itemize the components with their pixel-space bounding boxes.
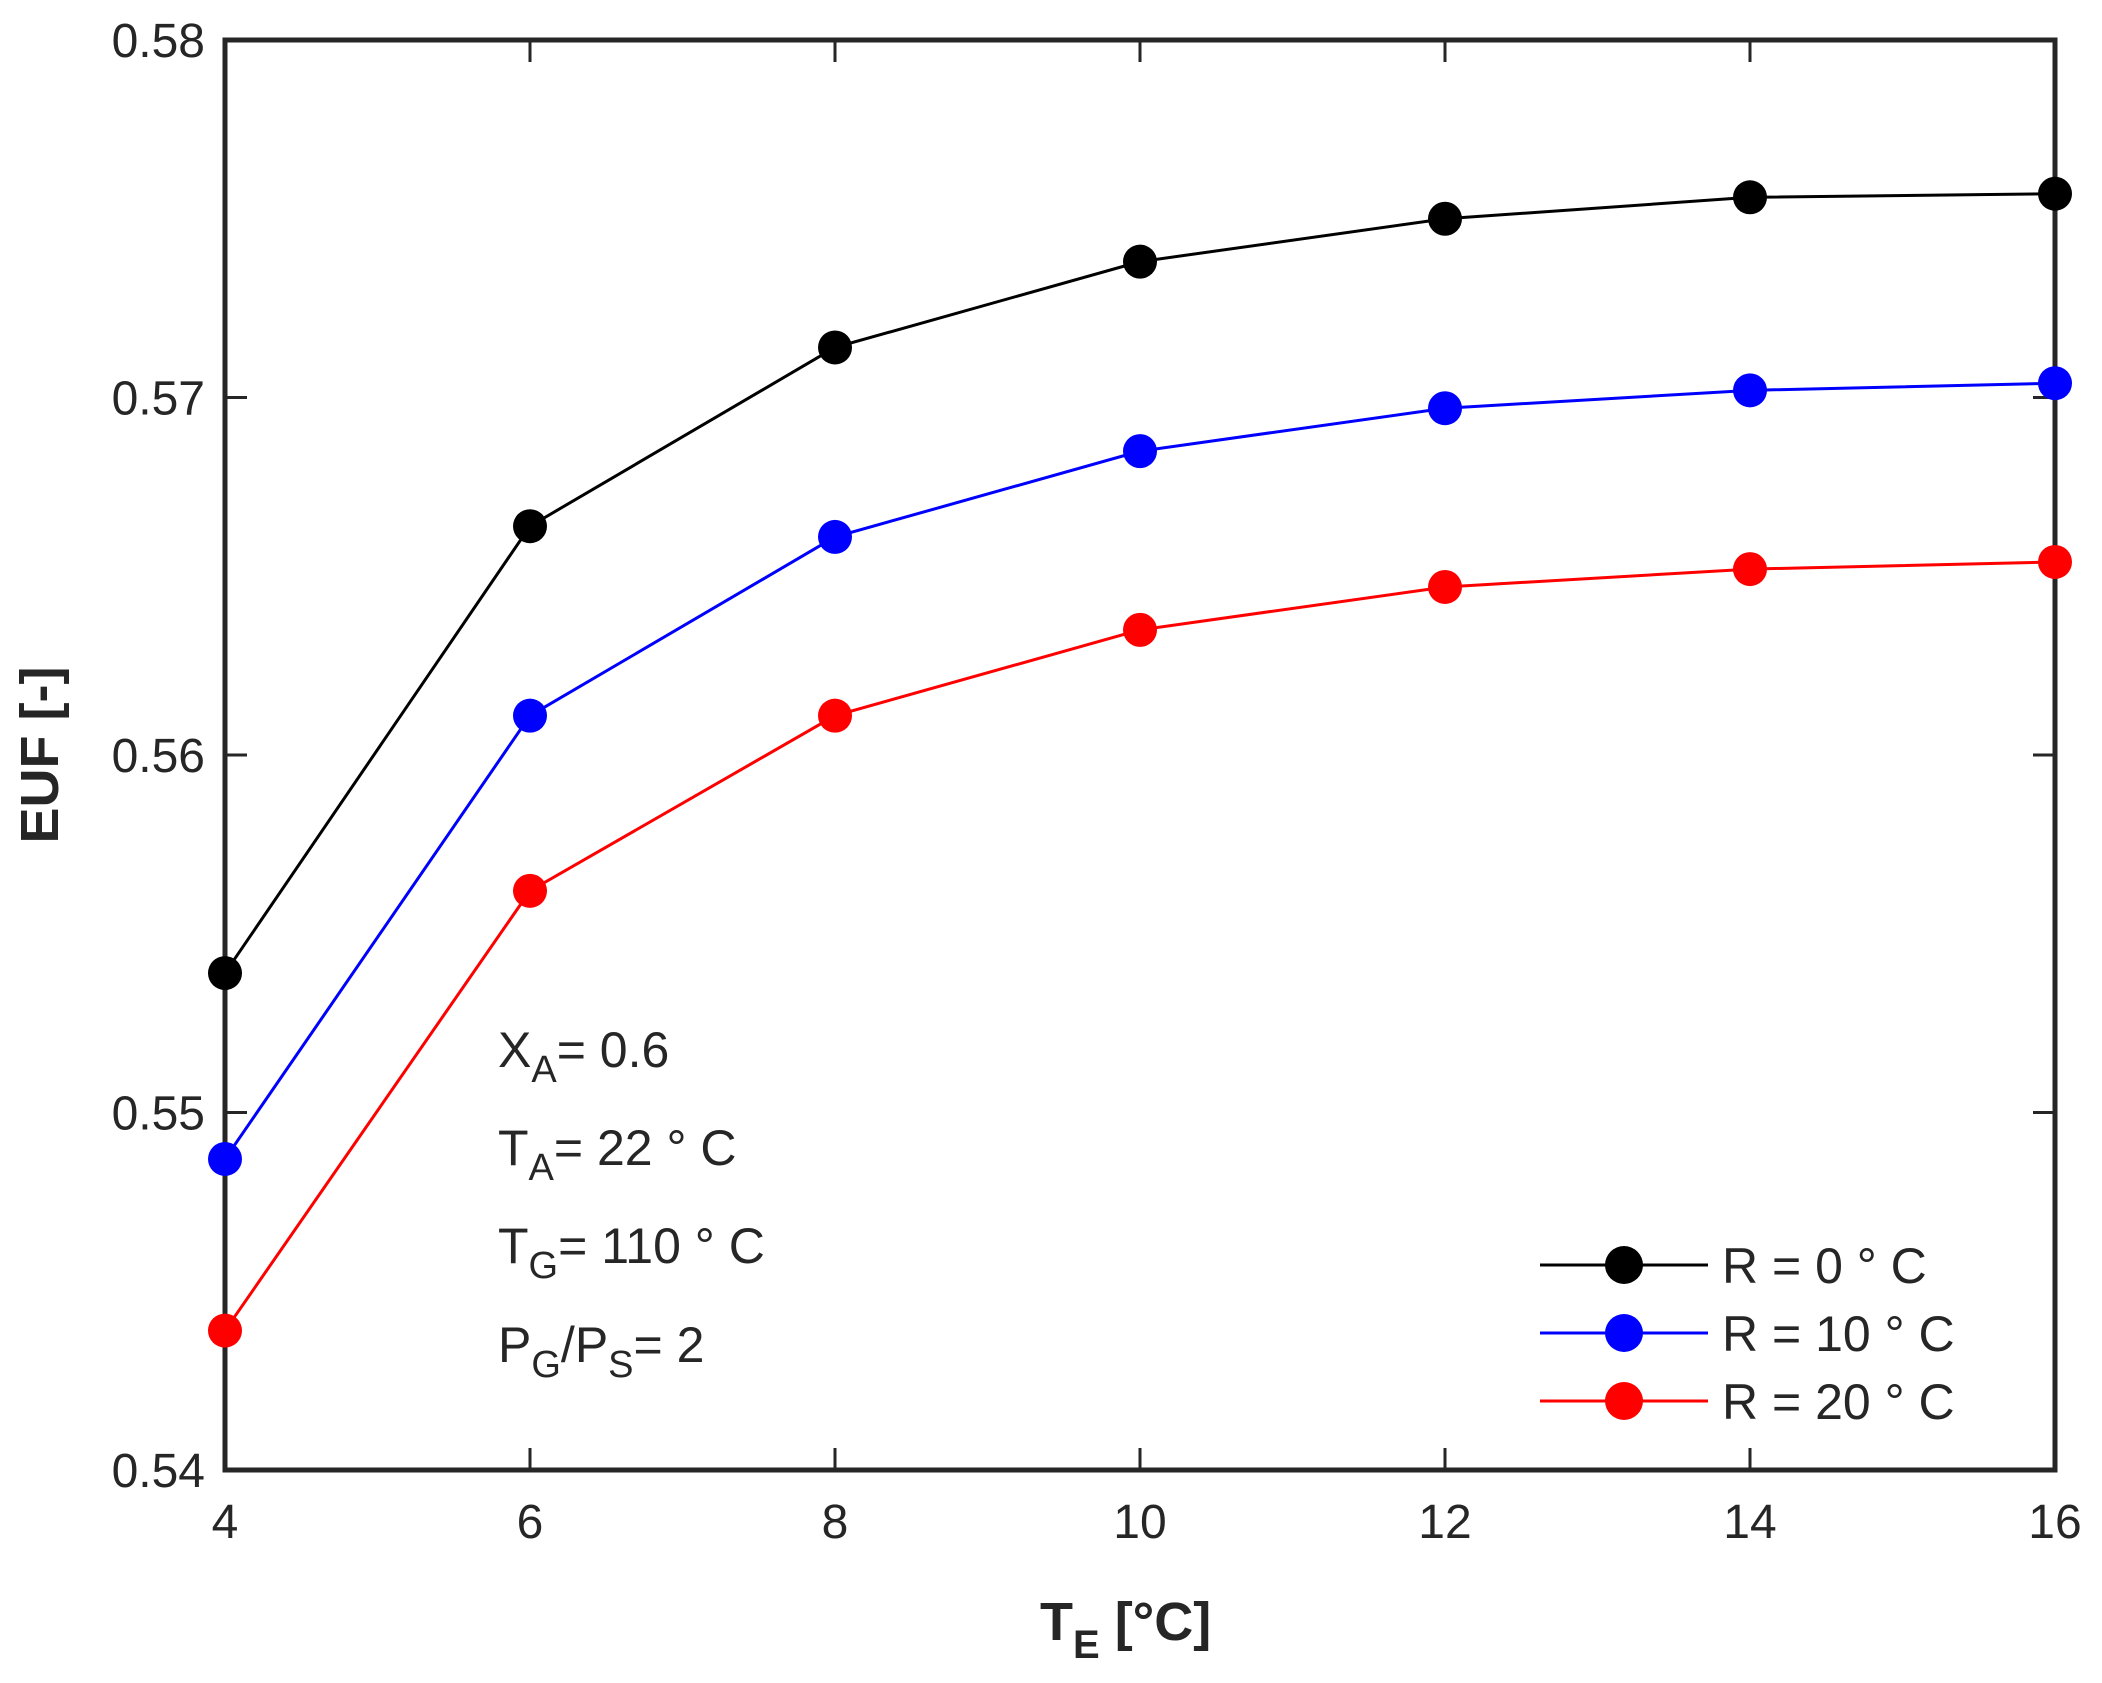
data-point xyxy=(818,519,852,554)
data-point xyxy=(818,698,852,733)
data-point xyxy=(208,956,242,991)
legend-label-2: R = 20 ° C xyxy=(1722,1374,1955,1430)
x-axis-title: TE [°C] xyxy=(1040,1592,1211,1667)
data-point xyxy=(513,509,547,544)
x-axis-title-main: T xyxy=(1040,1592,1073,1652)
legend-marker-2 xyxy=(1605,1382,1643,1420)
y-axis-title: EUF [-] xyxy=(10,667,70,844)
y-tick-label: 0.54 xyxy=(112,1445,205,1498)
parameter-annotations: XA= 0.6 TA= 22 ° C TG= 110 ° C PG/PS= 2 xyxy=(498,1022,765,1386)
legend-marker-1 xyxy=(1605,1314,1643,1352)
annotation-xa: XA= 0.6 xyxy=(498,1022,669,1091)
y-tick-label: 0.56 xyxy=(112,730,205,783)
data-point xyxy=(1123,612,1157,647)
data-point xyxy=(2038,366,2072,401)
legend-label-0: R = 0 ° C xyxy=(1722,1238,1927,1294)
data-point xyxy=(1428,569,1462,604)
series-line-0 xyxy=(223,192,2056,974)
data-point xyxy=(1123,244,1157,279)
data-point xyxy=(1733,552,1767,587)
data-point xyxy=(2038,544,2072,579)
annotation-ta: TA= 22 ° C xyxy=(498,1120,737,1189)
x-tick-label: 10 xyxy=(1113,1496,1166,1549)
series-line-2 xyxy=(223,560,2056,1332)
x-tick-label: 14 xyxy=(1723,1496,1776,1549)
legend-marker-0 xyxy=(1605,1246,1643,1284)
x-axis-title-sub: E xyxy=(1073,1623,1100,1667)
x-tick-label: 8 xyxy=(822,1496,849,1549)
legend: R = 0 ° C R = 10 ° C R = 20 ° C xyxy=(1540,1238,1955,1430)
y-tick-label: 0.58 xyxy=(112,15,205,68)
data-point xyxy=(208,1141,242,1176)
legend-entry: R = 20 ° C xyxy=(1540,1374,1955,1430)
data-point xyxy=(513,873,547,908)
legend-entry: R = 10 ° C xyxy=(1540,1306,1955,1362)
x-tick-label: 16 xyxy=(2028,1496,2081,1549)
data-point xyxy=(208,1313,242,1348)
axis-ticks xyxy=(223,38,2057,1472)
data-point xyxy=(1733,180,1767,215)
data-point xyxy=(1123,434,1157,469)
data-point xyxy=(1733,373,1767,408)
axis-tick-labels: 4 6 8 10 12 14 16 0.54 0.55 0.56 0.57 0.58 xyxy=(112,15,2082,1549)
data-point xyxy=(818,330,852,365)
x-tick-label: 4 xyxy=(212,1496,239,1549)
legend-entry: R = 0 ° C xyxy=(1540,1238,1927,1294)
x-tick-label: 6 xyxy=(517,1496,544,1549)
x-axis-title-unit: [°C] xyxy=(1100,1592,1212,1652)
data-point xyxy=(1428,391,1462,426)
data-point xyxy=(513,698,547,733)
annotation-pg-ps: PG/PS= 2 xyxy=(498,1317,704,1386)
legend-label-1: R = 10 ° C xyxy=(1722,1306,1955,1362)
x-tick-label: 12 xyxy=(1418,1496,1471,1549)
series-markers xyxy=(208,176,2072,1348)
y-tick-label: 0.57 xyxy=(112,373,205,426)
y-tick-label: 0.55 xyxy=(112,1088,205,1141)
data-point xyxy=(2038,176,2072,211)
annotation-tg: TG= 110 ° C xyxy=(498,1218,765,1287)
data-point xyxy=(1428,201,1462,236)
